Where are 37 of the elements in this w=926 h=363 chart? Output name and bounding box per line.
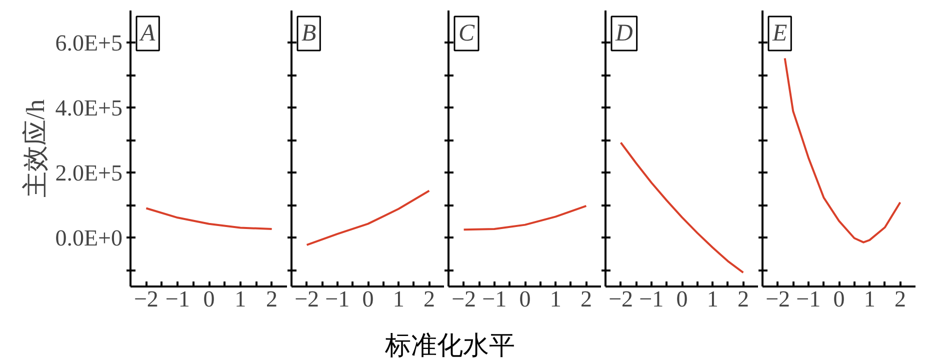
x-tick-label: −2 (608, 286, 634, 312)
x-axis-title: 标准化水平 (385, 330, 515, 362)
x-tick-label: 1 (706, 286, 718, 312)
y-tick-label: 4.0E+5 (55, 95, 123, 120)
chart-title: A (138, 20, 156, 46)
x-tick-label: 0 (833, 286, 845, 312)
x-tick-label: 2 (580, 286, 592, 312)
x-tick-label: −1 (482, 286, 507, 312)
x-tick-label: 1 (864, 286, 876, 312)
y-tick-label: 6.0E+5 (55, 30, 123, 56)
x-tick-label: −2 (452, 286, 476, 312)
x-tick-label: −1 (639, 286, 664, 312)
x-tick-label: −1 (165, 286, 190, 312)
x-tick-label: 0 (362, 286, 374, 312)
chart-title: C (458, 20, 476, 46)
chart-title: D (614, 20, 633, 46)
x-tick-label: −1 (325, 286, 350, 312)
x-tick-label: 2 (737, 286, 749, 312)
x-tick-label: 0 (519, 286, 531, 312)
x-tick-label: 2 (423, 286, 435, 312)
chart-title: B (302, 20, 316, 46)
x-tick-label: 1 (234, 286, 246, 312)
x-tick-label: −2 (766, 286, 790, 312)
x-tick-label: −2 (134, 286, 158, 312)
chart-title: E (772, 20, 788, 46)
x-tick-label: 1 (392, 286, 404, 312)
x-tick-label: 2 (894, 286, 906, 312)
x-tick-label: −2 (294, 286, 320, 312)
y-axis-title: 主效应/h (21, 99, 50, 198)
x-tick-label: 0 (203, 286, 215, 312)
x-tick-label: −1 (796, 286, 821, 312)
x-tick-label: 0 (676, 286, 688, 312)
x-tick-label: 1 (550, 286, 562, 312)
x-tick-label: 2 (266, 286, 278, 312)
line-series (145, 207, 273, 230)
y-tick-label: 2.0E+5 (55, 160, 123, 186)
y-tick-label: 0.0E+0 (55, 225, 123, 250)
